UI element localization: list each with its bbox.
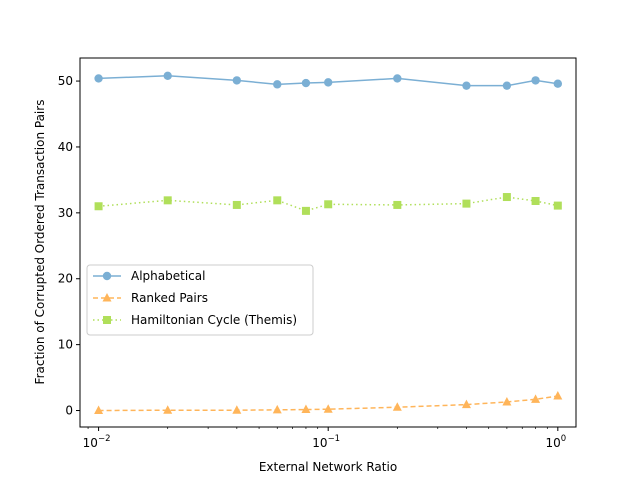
legend: Alphabetical Ranked Pairs Hamiltonian Cy…	[86, 264, 314, 336]
data-point-ranked-pairs	[272, 404, 282, 414]
data-point-alphabetical	[273, 80, 282, 89]
data-point-ranked-pairs	[553, 391, 563, 400]
data-point-hamiltonian-cycle-themis	[94, 202, 103, 211]
y-axis-label: Fraction of Corrupted Ordered Transactio…	[33, 100, 47, 385]
data-point-alphabetical	[502, 81, 512, 90]
data-point-ranked-pairs	[301, 404, 311, 414]
y-axis-ticks: 0 10 20 30 40 50	[58, 74, 80, 418]
data-point-hamiltonian-cycle-themis	[301, 206, 310, 215]
data-point-ranked-pairs	[323, 404, 333, 413]
data-point-ranked-pairs	[94, 405, 104, 415]
data-point-alphabetical	[553, 79, 563, 88]
x-tick-exponent: −1	[328, 434, 341, 444]
data-point-ranked-pairs	[232, 405, 242, 414]
x-axis-label: External Network Ratio	[259, 460, 397, 474]
legend-marker-ranked-pairs	[102, 293, 112, 302]
data-point-ranked-pairs	[461, 399, 471, 409]
data-point-alphabetical	[163, 71, 172, 80]
data-point-hamiltonian-cycle-themis	[324, 200, 333, 209]
data-point-alphabetical	[462, 81, 471, 90]
data-point-hamiltonian-cycle-themis	[232, 200, 241, 209]
y-tick-label: 0	[65, 404, 73, 418]
data-point-hamiltonian-cycle-themis	[462, 199, 471, 208]
legend-label-hamiltonian: Hamiltonian Cycle (Themis)	[131, 313, 297, 327]
plot-frame	[79, 57, 577, 428]
legend-entry-alphabetical: Alphabetical	[93, 269, 205, 283]
data-point-ranked-pairs	[163, 405, 173, 414]
data-point-alphabetical	[531, 76, 540, 85]
x-axis-ticks: 10−2 10−1 100	[83, 427, 566, 450]
data-point-alphabetical	[301, 78, 311, 88]
data-point-hamiltonian-cycle-themis	[163, 196, 172, 205]
data-point-alphabetical	[94, 74, 103, 83]
y-tick-label: 40	[58, 140, 73, 154]
data-point-ranked-pairs	[502, 396, 512, 406]
legend-entry-hamiltonian: Hamiltonian Cycle (Themis)	[93, 313, 297, 327]
legend-label-alphabetical: Alphabetical	[131, 269, 205, 283]
legend-marker-alphabetical	[102, 271, 112, 281]
data-point-ranked-pairs	[392, 402, 402, 411]
data-point-alphabetical	[323, 78, 333, 87]
x-tick-exponent: 0	[561, 434, 566, 444]
data-point-hamiltonian-cycle-themis	[502, 193, 511, 202]
series-layer	[94, 71, 563, 415]
plot-area	[80, 58, 576, 427]
data-point-alphabetical	[393, 74, 402, 83]
series-line-ranked-pairs	[98, 395, 558, 412]
legend-label-ranked-pairs: Ranked Pairs	[131, 291, 208, 305]
data-point-hamiltonian-cycle-themis	[553, 201, 562, 210]
x-tick-exponent: −2	[98, 434, 111, 444]
legend-box	[86, 264, 314, 336]
x-tick-label: 10−2	[83, 434, 111, 450]
data-point-hamiltonian-cycle-themis	[273, 196, 282, 205]
x-tick-label: 100	[545, 434, 566, 450]
y-tick-label: 10	[58, 338, 73, 352]
y-tick-label: 30	[58, 206, 73, 220]
legend-entry-ranked-pairs: Ranked Pairs	[93, 291, 208, 305]
x-tick-label: 10−1	[312, 434, 340, 450]
data-point-hamiltonian-cycle-themis	[531, 196, 540, 205]
data-point-hamiltonian-cycle-themis	[393, 200, 402, 209]
legend-marker-hamiltonian	[103, 316, 111, 324]
data-point-ranked-pairs	[531, 394, 541, 403]
y-tick-label: 20	[58, 272, 73, 286]
data-point-alphabetical	[232, 76, 242, 85]
y-tick-label: 50	[58, 74, 73, 88]
